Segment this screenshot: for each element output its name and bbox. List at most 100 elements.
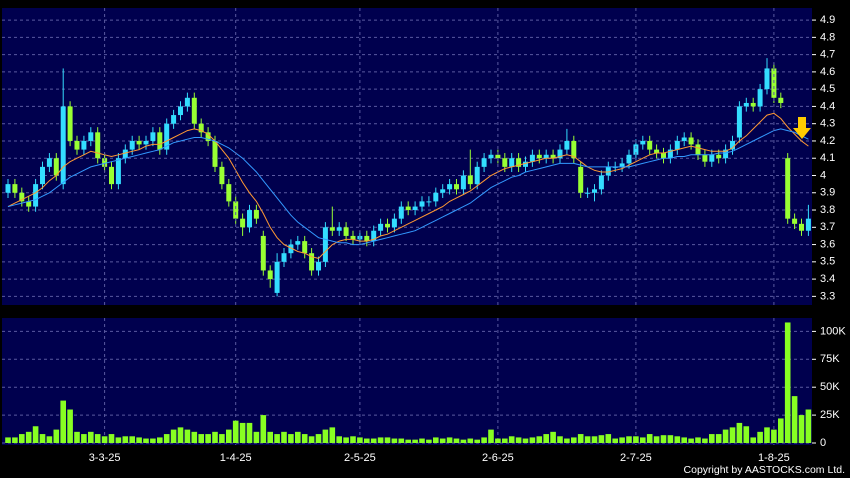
volume-panel bbox=[2, 318, 812, 445]
candle-body bbox=[467, 175, 473, 185]
y-tick-label: 0 bbox=[820, 437, 826, 449]
volume-bar bbox=[474, 439, 480, 443]
x-tick-label: 2-7-25 bbox=[620, 452, 652, 464]
volume-bar bbox=[709, 434, 715, 443]
volume-bar bbox=[584, 436, 591, 443]
candle-body bbox=[426, 201, 432, 203]
volume-bar bbox=[219, 434, 225, 443]
volume-bar bbox=[522, 438, 529, 443]
volume-bar bbox=[653, 436, 660, 443]
volume-bar bbox=[564, 438, 570, 443]
candle-body bbox=[46, 158, 52, 167]
candle-body bbox=[274, 261, 280, 293]
volume-bar bbox=[205, 434, 211, 443]
volume-bar bbox=[198, 434, 204, 443]
candle-body bbox=[771, 68, 777, 98]
volume-bar bbox=[39, 434, 46, 443]
candle-body bbox=[81, 140, 87, 150]
candle-body bbox=[33, 184, 39, 207]
candle-body bbox=[309, 253, 315, 271]
candle-body bbox=[495, 154, 501, 159]
candle-body bbox=[440, 189, 446, 193]
candle-body bbox=[115, 158, 121, 185]
y-tick-label: 4.9 bbox=[820, 14, 835, 26]
candle-body bbox=[564, 140, 570, 150]
candle-body bbox=[419, 201, 425, 207]
y-tick-label: 3.5 bbox=[820, 256, 835, 268]
candle-body bbox=[543, 154, 549, 159]
volume-bar bbox=[12, 437, 18, 443]
candle-body bbox=[743, 102, 749, 107]
candle-body bbox=[764, 68, 770, 90]
volume-bar bbox=[170, 429, 177, 443]
volume-bar bbox=[391, 438, 398, 443]
volume-bar bbox=[5, 437, 11, 443]
volume-bar bbox=[674, 436, 681, 443]
volume-bar bbox=[377, 437, 384, 443]
volume-bar bbox=[667, 435, 674, 443]
candle-body bbox=[385, 223, 390, 228]
candle-body bbox=[405, 206, 411, 211]
candle-body bbox=[757, 89, 763, 107]
y-tick-label: 3.7 bbox=[820, 221, 835, 233]
volume-bar bbox=[736, 422, 743, 443]
candle-body bbox=[681, 137, 687, 141]
volume-bar bbox=[336, 436, 342, 443]
candle-body bbox=[633, 144, 639, 155]
candle-body bbox=[329, 227, 335, 231]
volume-bar bbox=[612, 438, 618, 443]
candle-body bbox=[212, 140, 218, 167]
candle-body bbox=[109, 166, 114, 185]
volume-bar bbox=[253, 431, 260, 443]
volume-bar bbox=[274, 434, 280, 443]
candle-body bbox=[598, 175, 604, 190]
volume-bar bbox=[798, 415, 805, 443]
candle-body bbox=[509, 158, 515, 167]
x-tick-label: 2-5-25 bbox=[344, 452, 376, 464]
candle-body bbox=[336, 227, 342, 231]
volume-bar bbox=[508, 436, 515, 443]
volume-bar bbox=[640, 437, 646, 443]
volume-bar bbox=[246, 422, 253, 443]
y-tick-label: 75K bbox=[820, 353, 840, 365]
copyright: Copyright by AASTOCKS.com Ltd. bbox=[684, 464, 845, 476]
y-tick-label: 50K bbox=[820, 381, 840, 393]
volume-bar bbox=[212, 431, 218, 443]
volume-bar bbox=[419, 438, 425, 443]
volume-bar bbox=[281, 431, 287, 443]
volume-bar bbox=[60, 400, 66, 443]
y-tick-label: 4.7 bbox=[820, 49, 835, 61]
candle-body bbox=[412, 206, 418, 211]
candle-body bbox=[447, 184, 453, 190]
candle-body bbox=[805, 218, 811, 231]
candle-body bbox=[302, 241, 308, 254]
candle-body bbox=[19, 192, 25, 202]
candle-body bbox=[750, 102, 756, 107]
volume-bar bbox=[660, 435, 667, 443]
volume-bar bbox=[729, 427, 736, 443]
signal-arrow bbox=[793, 117, 811, 139]
volume-bar bbox=[543, 434, 549, 443]
candle-body bbox=[578, 166, 584, 193]
volume-bar bbox=[19, 434, 25, 443]
candle-body bbox=[709, 154, 715, 162]
volume-bar bbox=[405, 439, 411, 443]
candle-body bbox=[240, 218, 246, 228]
volume-bar bbox=[460, 439, 467, 443]
candle-body bbox=[647, 140, 653, 150]
volume-bar bbox=[550, 431, 556, 443]
candle-body bbox=[792, 218, 798, 224]
candle-body bbox=[40, 166, 45, 185]
volume-bar bbox=[81, 434, 87, 443]
volume-bar bbox=[315, 434, 322, 443]
candle-body bbox=[571, 140, 577, 159]
candle-body bbox=[102, 158, 108, 167]
volume-bar bbox=[784, 322, 791, 443]
candle-body bbox=[585, 192, 591, 194]
volume-bar bbox=[715, 434, 722, 443]
volume-bar bbox=[370, 438, 377, 443]
y-tick-label: 100K bbox=[820, 325, 846, 337]
x-tick-label: 1-4-25 bbox=[220, 452, 252, 464]
plot-layer: 3.3 3.4 3.5 3.6 3.7 3.8 3.9 4 4.1 4.2 4.3 4.4 4.5 4.6… bbox=[2, 8, 846, 464]
candle-body bbox=[60, 106, 66, 185]
